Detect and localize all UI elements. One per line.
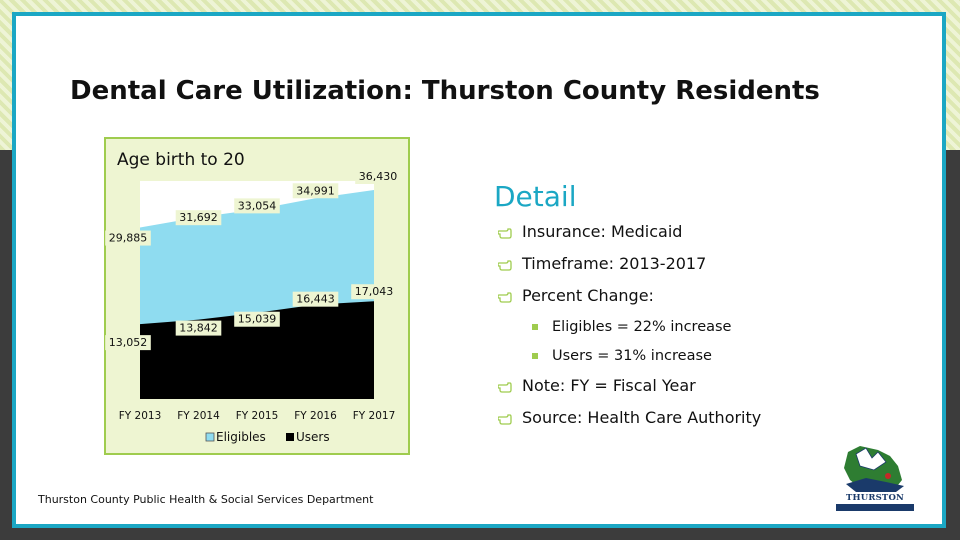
data-label: 15,039 xyxy=(238,313,277,326)
data-label: 17,043 xyxy=(355,285,394,298)
data-label-bg xyxy=(292,183,339,199)
data-label: 36,430 xyxy=(359,170,398,183)
logo-banner xyxy=(836,504,914,511)
square-bullet-icon xyxy=(532,353,538,359)
detail-bullet: Eligibles = 22% increase xyxy=(498,316,761,345)
detail-heading: Detail xyxy=(494,180,577,213)
detail-bullet: Source: Health Care Authority xyxy=(498,406,761,438)
legend-label-eligibles: Eligibles xyxy=(216,430,266,444)
detail-bullet: Insurance: Medicaid xyxy=(498,220,761,252)
x-tick-label: FY 2013 xyxy=(119,410,162,422)
detail-bullet: Percent Change: xyxy=(498,284,761,316)
detail-bullet-text: Timeframe: 2013-2017 xyxy=(522,254,707,273)
legend-label-users: Users xyxy=(296,430,330,444)
detail-bullet: Users = 31% increase xyxy=(498,345,761,374)
data-label: 34,991 xyxy=(296,184,335,197)
thurston-county-logo xyxy=(844,446,904,492)
data-label-bg xyxy=(234,198,280,214)
data-label-bg xyxy=(355,169,401,185)
pointing-hand-icon xyxy=(498,228,512,239)
data-label: 16,443 xyxy=(296,293,335,306)
data-label: 31,692 xyxy=(179,211,218,224)
data-label-bg xyxy=(351,284,397,300)
footer-department: Thurston County Public Health & Social S… xyxy=(38,493,374,506)
data-label: 33,054 xyxy=(238,199,277,212)
slide-title: Dental Care Utilization: Thurston County… xyxy=(70,76,820,106)
pointing-hand-icon xyxy=(498,382,512,393)
x-tick-label: FY 2016 xyxy=(294,410,337,422)
data-label-bg xyxy=(105,335,151,351)
detail-bullet-list: Insurance: Medicaid Timeframe: 2013-2017 P… xyxy=(498,220,761,438)
area-chart: 29,885 31,692 33,054 34,991 36,430 13,052 13,8… xyxy=(105,169,401,444)
data-label-bg xyxy=(105,230,151,246)
x-tick-label: FY 2014 xyxy=(177,410,220,422)
data-label-bg xyxy=(175,210,222,226)
detail-bullet-text: Users = 31% increase xyxy=(552,348,712,364)
detail-bullet-text: Insurance: Medicaid xyxy=(522,222,683,241)
pointing-hand-icon xyxy=(498,260,512,271)
detail-bullet-text: Source: Health Care Authority xyxy=(522,408,762,427)
x-tick-label: FY 2017 xyxy=(353,410,396,422)
legend-swatch-users xyxy=(286,433,294,441)
detail-bullet: Timeframe: 2013-2017 xyxy=(498,252,761,284)
data-label: 13,842 xyxy=(179,322,218,335)
detail-bullet-text: Note: FY = Fiscal Year xyxy=(522,376,696,395)
chart-title: Age birth to 20 xyxy=(117,150,245,170)
detail-bullet-text: Percent Change: xyxy=(522,286,654,305)
data-label-bg xyxy=(234,311,280,327)
pointing-hand-icon xyxy=(498,414,512,425)
data-label-bg xyxy=(175,320,222,336)
pointing-hand-icon xyxy=(498,292,512,303)
data-label: 29,885 xyxy=(109,232,148,245)
data-label-bg xyxy=(292,291,339,307)
x-tick-label: FY 2015 xyxy=(236,410,279,422)
square-bullet-icon xyxy=(532,324,538,330)
detail-bullet-text: Eligibles = 22% increase xyxy=(552,319,732,335)
data-label: 13,052 xyxy=(109,336,148,349)
legend-swatch-eligibles xyxy=(205,432,215,442)
detail-bullet: Note: FY = Fiscal Year xyxy=(498,374,761,406)
